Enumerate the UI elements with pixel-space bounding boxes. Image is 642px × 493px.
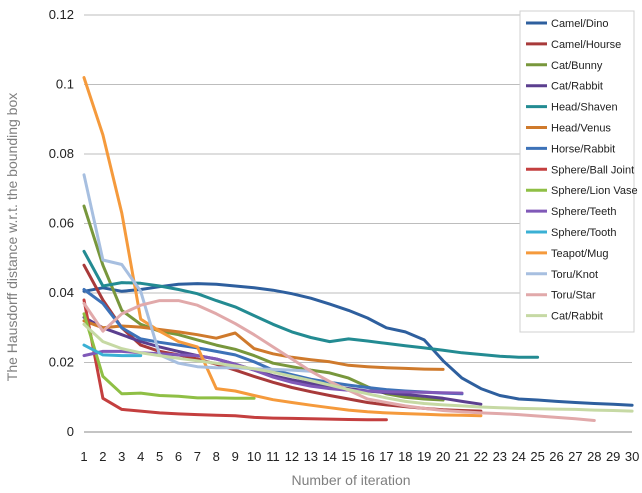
- y-tick-label: 0: [67, 424, 74, 439]
- x-tick-label: 21: [455, 449, 469, 464]
- legend-entry: Sphere/Lion Vase: [551, 185, 638, 197]
- legend-entry: Sphere/Teeth: [551, 206, 616, 218]
- x-tick-label: 10: [247, 449, 261, 464]
- x-tick-label: 25: [530, 449, 544, 464]
- x-tick-label: 24: [511, 449, 525, 464]
- x-tick-label: 5: [156, 449, 163, 464]
- x-axis-title: Number of iteration: [291, 472, 410, 488]
- x-tick-label: 14: [322, 449, 336, 464]
- legend-box: [519, 10, 635, 333]
- legend-entry: Sphere/Ball Joint: [551, 164, 634, 176]
- legend-entry: Cat/Rabbit: [551, 81, 603, 93]
- x-tick-label: 8: [213, 449, 220, 464]
- legend-entry: Toru/Star: [551, 290, 596, 302]
- series-line-6: [82, 319, 445, 371]
- y-tick-label: 0.1: [56, 77, 74, 92]
- legend-entry: Horse/Rabbit: [551, 143, 615, 155]
- x-tick-label: 29: [606, 449, 620, 464]
- x-tick-label: 6: [175, 449, 182, 464]
- series-line-11: [82, 343, 143, 358]
- series-lines: [82, 76, 634, 422]
- legend-entry: Toru/Knot: [551, 269, 598, 281]
- legend-entry: Teapot/Mug: [551, 248, 608, 260]
- legend-entry: Camel/Hourse: [551, 39, 621, 51]
- y-tick-labels: 0 0.02 0.04 0.06 0.08 0.1 0.12: [49, 7, 74, 439]
- series-line-14: [82, 299, 596, 422]
- y-tick-label: 0.04: [49, 285, 74, 300]
- legend-entry: Cat/Rabbit: [551, 311, 603, 323]
- series-line-1: [82, 282, 634, 407]
- x-tick-label: 23: [493, 449, 507, 464]
- x-tick-label: 12: [285, 449, 299, 464]
- x-tick-label: 16: [360, 449, 374, 464]
- gridlines: [84, 14, 632, 363]
- x-tick-label: 17: [379, 449, 393, 464]
- series-line-13: [82, 173, 313, 373]
- x-tick-labels: 1 2 3 4 5 6 7 8 9 10 11 12 13 14 15 16 17 18 19 20 21 22 23 24 2…: [80, 449, 639, 464]
- series-line-9: [82, 312, 256, 400]
- y-tick-label: 0.12: [49, 7, 74, 22]
- x-tick-label: 26: [549, 449, 563, 464]
- legend-entry: Cat/Bunny: [551, 60, 603, 72]
- y-axis-title: The Hausdorff distance w.r.t. the boundi…: [4, 93, 20, 381]
- x-tick-label: 7: [194, 449, 201, 464]
- legend: Camel/Dino Camel/Hourse Cat/Bunny Cat/Rabbi…: [519, 10, 638, 333]
- x-tick-label: 15: [341, 449, 355, 464]
- legend-entry: Camel/Dino: [551, 18, 608, 30]
- x-tick-label: 30: [625, 449, 639, 464]
- x-tick-label: 13: [304, 449, 318, 464]
- y-tick-label: 0.06: [49, 216, 74, 231]
- y-tick-label: 0.02: [49, 355, 74, 370]
- x-tick-label: 2: [99, 449, 106, 464]
- x-tick-label: 1: [80, 449, 87, 464]
- x-tick-label: 3: [118, 449, 125, 464]
- x-tick-label: 19: [417, 449, 431, 464]
- x-tick-label: 27: [568, 449, 582, 464]
- legend-entry: Head/Shaven: [551, 102, 618, 114]
- legend-entry: Head/Venus: [551, 123, 611, 135]
- x-tick-label: 20: [436, 449, 450, 464]
- series-line-4: [82, 315, 483, 406]
- series-line-8: [82, 298, 388, 422]
- legend-entry: Sphere/Tooth: [551, 227, 616, 239]
- x-tick-label: 4: [137, 449, 144, 464]
- x-tick-label: 9: [232, 449, 239, 464]
- series-line-5: [82, 249, 540, 359]
- x-tick-label: 28: [587, 449, 601, 464]
- x-tick-label: 18: [398, 449, 412, 464]
- x-tick-label: 22: [474, 449, 488, 464]
- x-tick-label: 11: [266, 449, 280, 464]
- series-line-15: [82, 322, 634, 413]
- y-tick-label: 0.08: [49, 146, 74, 161]
